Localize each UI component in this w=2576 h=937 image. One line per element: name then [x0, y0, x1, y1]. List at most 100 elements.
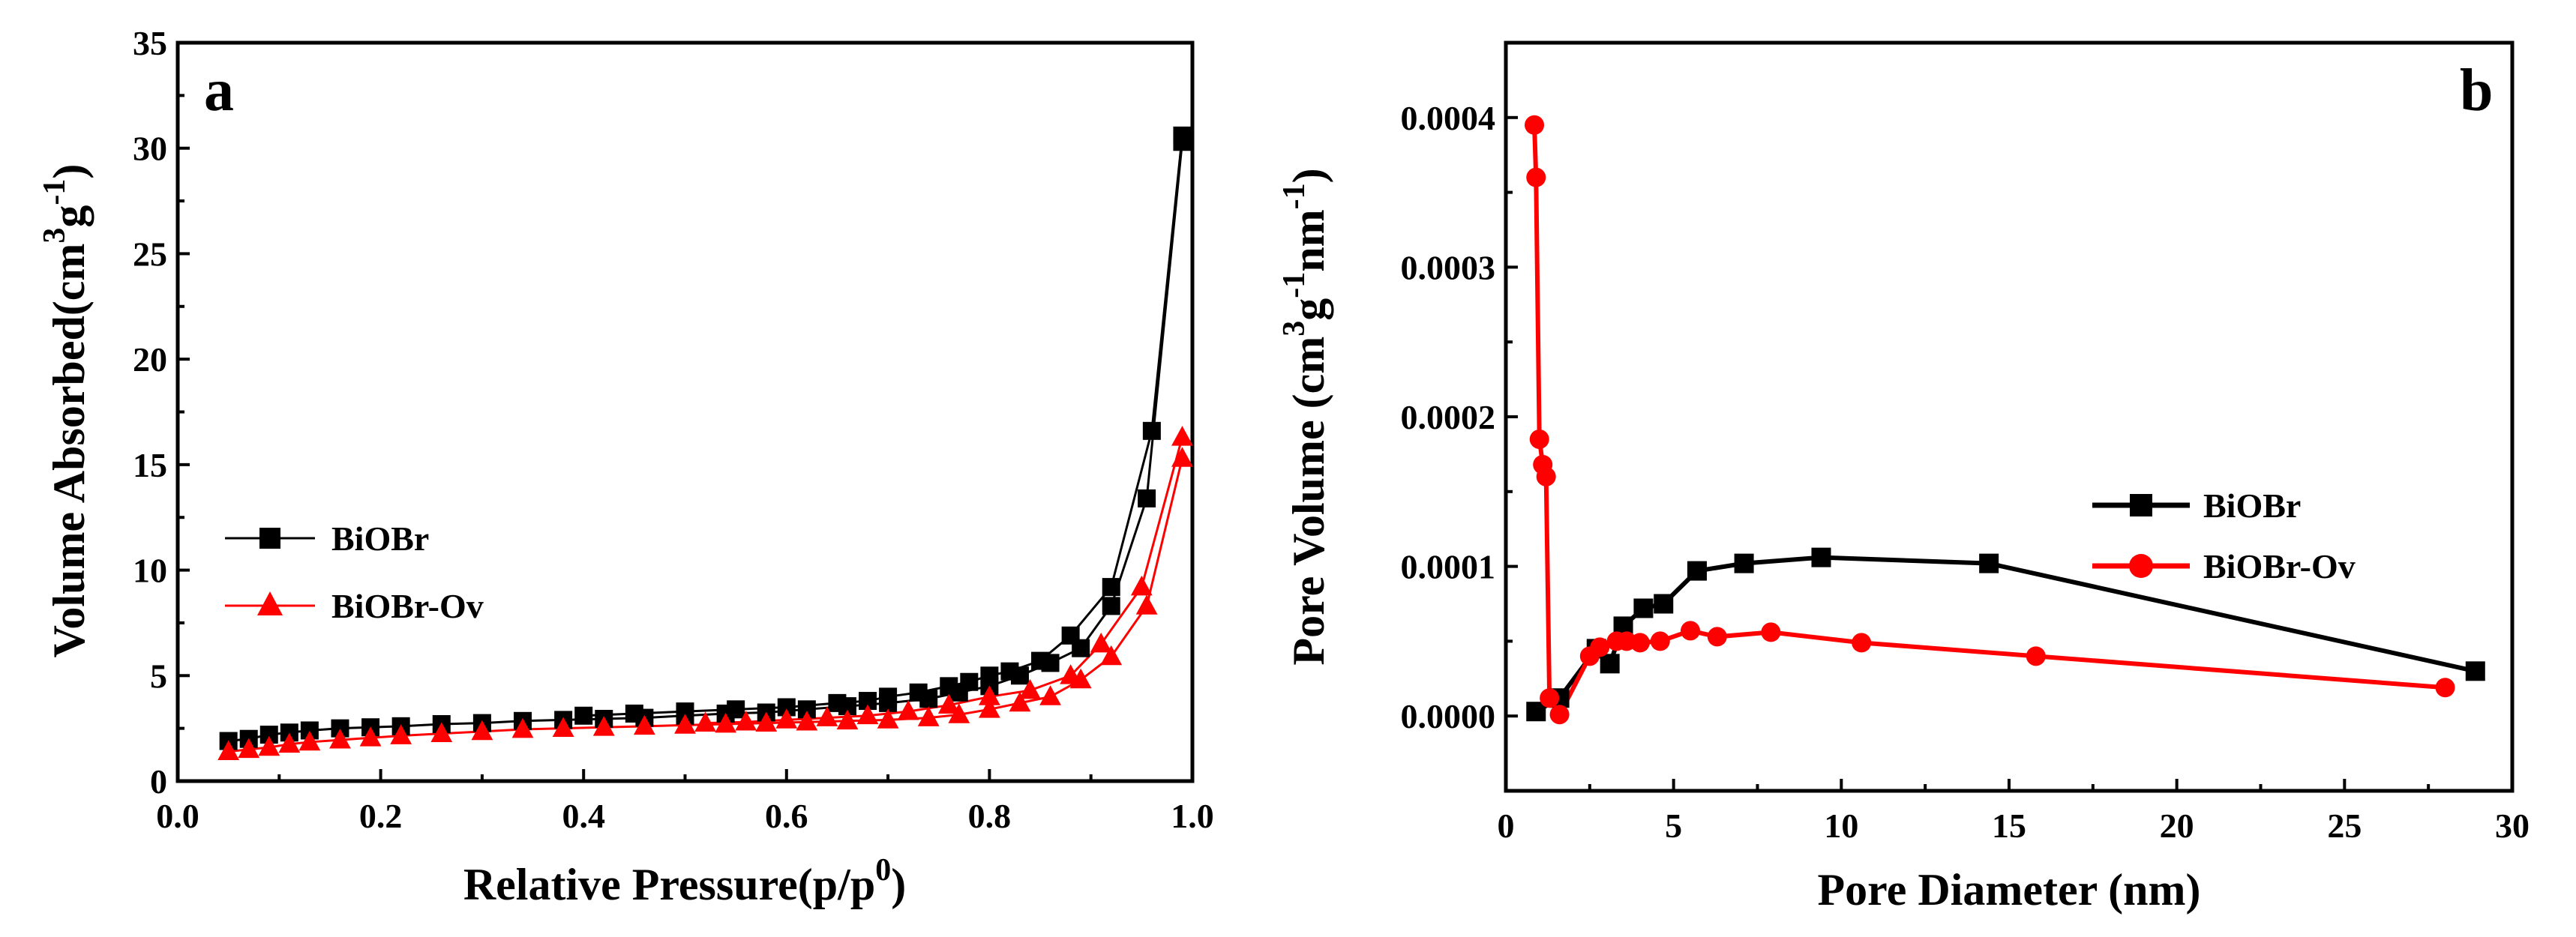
x-tick-label: 15: [1992, 807, 2026, 845]
panel-a-x-axis-title: Relative Pressure(p/p0): [463, 853, 906, 909]
data-point-a-1: [552, 717, 574, 737]
panel-a-x-axis-title-sup: 0: [875, 853, 891, 888]
panel-a-x-axis-title-main: Relative Pressure(p/p: [463, 860, 875, 909]
data-point-a-1: [390, 724, 412, 744]
panel-b-x-axis-title: Pore Diameter (nm): [1818, 865, 2201, 915]
data-point-a-0: [909, 683, 928, 702]
data-point-a-1: [1019, 678, 1041, 699]
data-point-a-1: [1171, 426, 1193, 446]
panel-a-frame: [175, 40, 1195, 783]
panel-b-ticks: 0 5 10 15 20 25 30 0.0000 0.0001 0.0002 0.0003 0.00…: [1401, 99, 2530, 845]
y-tick-label: 20: [133, 340, 167, 379]
data-point-b-1: [1590, 637, 1610, 657]
panel-b-label: b: [2460, 58, 2494, 124]
panel-a-y-axis-title-end: ): [44, 164, 94, 179]
data-point-a-1: [592, 716, 615, 736]
data-point-a-1: [979, 698, 1000, 718]
data-point-a-0: [980, 666, 999, 685]
data-point-b-1: [1681, 621, 1701, 641]
panel-b-y-axis-title-main: Pore Volume (cm: [1284, 337, 1333, 666]
data-point-a-0: [1102, 578, 1120, 597]
y-tick-label: 0.0003: [1401, 248, 1496, 286]
panel-b-y-axis-title-sup3: -1: [1277, 183, 1312, 209]
legend-b-ov-marker: [2129, 554, 2153, 578]
data-point-a-1: [298, 730, 321, 751]
data-point-b-1: [1630, 633, 1650, 653]
data-point-b-0: [1600, 654, 1620, 674]
data-point-a-1: [1060, 664, 1082, 684]
panel-b-y-axis-title-mid2: nm: [1284, 209, 1333, 271]
x-tick-label: 0: [1498, 807, 1515, 845]
data-point-a-1: [359, 726, 382, 747]
data-point-b-0: [1979, 553, 1999, 573]
data-point-a-1: [816, 706, 838, 726]
data-point-a-1: [755, 711, 778, 732]
data-point-b-1: [1549, 705, 1570, 725]
data-point-a-1: [775, 708, 798, 729]
x-tick-label: 20: [2160, 807, 2194, 845]
y-tick-label: 0: [150, 762, 167, 801]
panel-b-y-axis-title-sup1: 3: [1277, 321, 1312, 337]
data-point-a-0: [625, 704, 643, 723]
legend-a-ov-label: BiOBr-Ov: [331, 587, 484, 625]
data-point-b-0: [1654, 594, 1674, 614]
data-point-a-0: [1102, 597, 1120, 615]
panel-b-y-axis-title-end: ): [1284, 168, 1333, 183]
panel-b-frame: [1504, 40, 2515, 793]
y-tick-label: 10: [133, 552, 167, 590]
panel-b-curves: [1532, 124, 2476, 720]
data-point-b-0: [1526, 702, 1546, 722]
series-line-a-0-1: [583, 135, 1183, 717]
data-point-b-1: [2026, 646, 2046, 666]
data-point-b-0: [1811, 547, 1831, 567]
panel-a-y-axis-title-sup2: -1: [37, 179, 72, 205]
data-point-b-1: [1650, 631, 1670, 651]
data-point-a-1: [856, 704, 879, 725]
panel-a-ticks: 0.0 0.2 0.4 0.6 0.8 1.0 0 5 10 15 20 25 30 35: [133, 24, 1214, 835]
data-point-a-1: [329, 729, 351, 749]
data-point-a-1: [836, 709, 859, 730]
data-point-a-1: [1135, 594, 1158, 615]
data-point-b-1: [1525, 115, 1545, 135]
data-point-b-1: [1529, 429, 1549, 449]
panel-a-y-axis-title-main: Volume Absorbed(cm: [44, 244, 94, 658]
data-point-a-1: [877, 708, 899, 729]
data-point-b-1: [1852, 633, 1872, 653]
panel-b-y-axis-title: Pore Volume (cm3g-1nm-1): [1277, 168, 1333, 665]
x-tick-label: 5: [1665, 807, 1682, 845]
y-tick-label: 15: [133, 446, 167, 484]
data-point-a-1: [1009, 691, 1031, 712]
x-tick-label: 0.0: [156, 797, 199, 835]
y-tick-label: 0.0002: [1401, 398, 1496, 436]
series-line-a-0-0: [228, 142, 1183, 743]
y-tick-label: 0.0004: [1401, 99, 1496, 137]
data-point-a-1: [1171, 447, 1193, 467]
data-point-a-1: [674, 714, 696, 734]
panel-b: 0 5 10 15 20 25 30 0.0000 0.0001 0.0002 0.0003 0.00…: [1277, 40, 2530, 915]
data-point-a-0: [1173, 126, 1192, 145]
data-point-a-1: [1090, 632, 1112, 653]
data-point-a-1: [897, 700, 919, 720]
data-point-a-0: [828, 693, 847, 712]
data-point-a-1: [430, 722, 453, 743]
legend-b-biobr-label: BiOBr: [2203, 486, 2301, 525]
series-line-b-1: [1532, 124, 2446, 720]
y-tick-label: 5: [150, 657, 167, 695]
data-point-a-0: [1000, 662, 1019, 681]
data-point-b-1: [1526, 167, 1546, 187]
panel-a-y-axis-title: Volume Absorbed(cm3g-1): [37, 164, 94, 658]
panel-a-label: a: [204, 58, 234, 124]
data-point-a-0: [1138, 489, 1156, 507]
x-tick-label: 0.8: [968, 797, 1012, 835]
panel-a-y-axis-title-mid: g: [44, 205, 94, 228]
x-tick-label: 0.2: [359, 797, 403, 835]
data-point-b-0: [1633, 598, 1654, 618]
data-point-a-0: [879, 687, 898, 706]
legend-a-biobr-label: BiOBr: [331, 519, 429, 558]
data-point-a-0: [940, 677, 958, 696]
data-point-a-1: [258, 735, 280, 756]
data-point-b-1: [2435, 678, 2455, 698]
